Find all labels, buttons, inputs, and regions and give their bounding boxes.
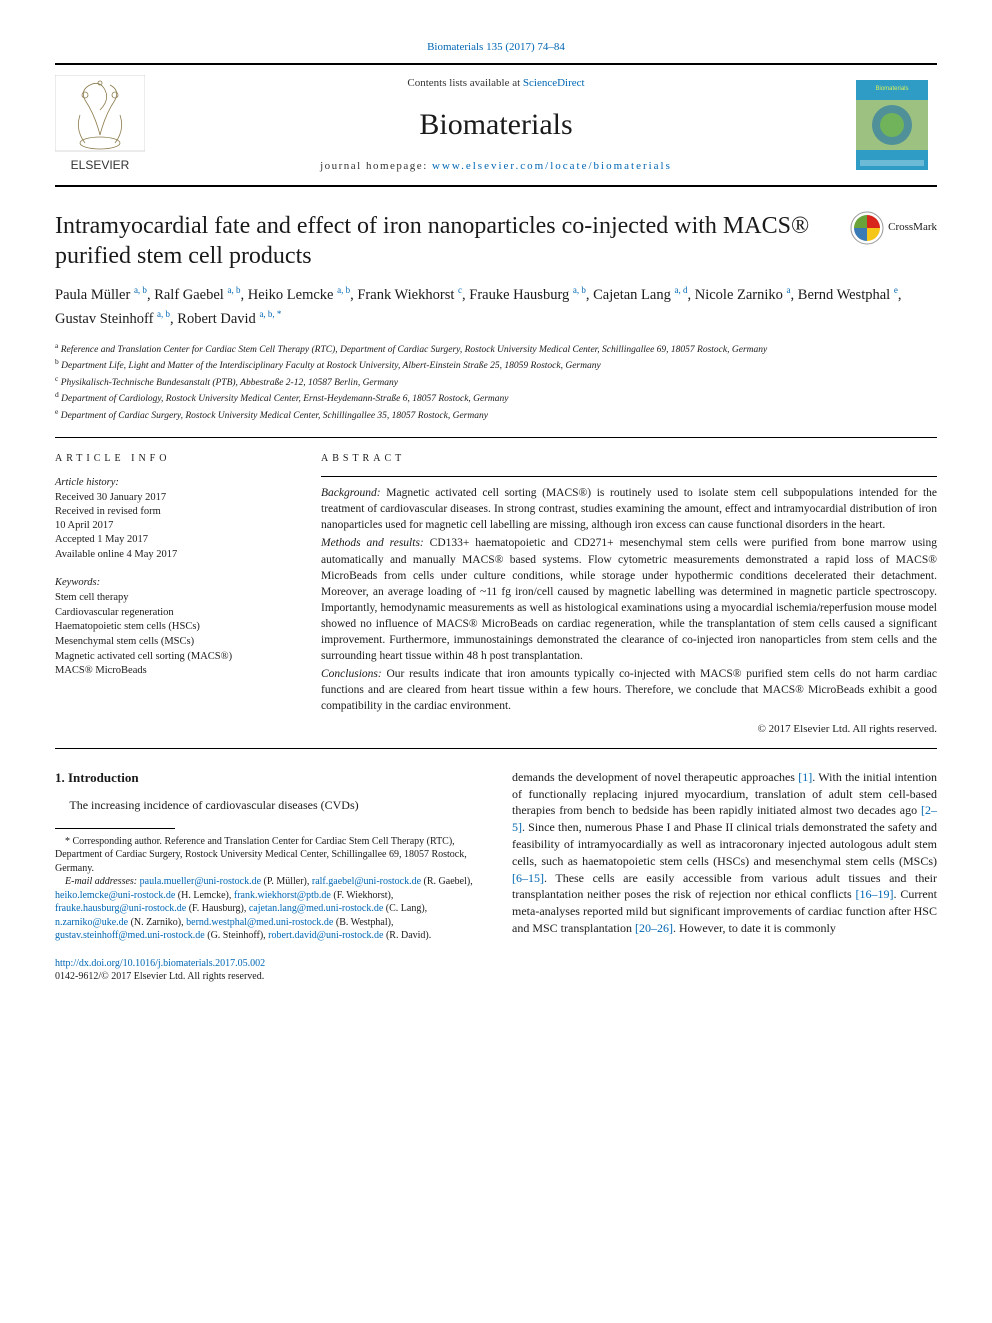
footnote-separator [55,828,175,829]
history-line: Received in revised form [55,505,285,519]
author: Heiko Lemcke a, b [248,287,350,303]
affiliation: e Department of Cardiac Surgery, Rostock… [55,407,937,423]
journal-homepage-line: journal homepage: www.elsevier.com/locat… [145,159,847,174]
email-link[interactable]: paula.mueller@uni-rostock.de [140,876,261,887]
article-info-heading: ARTICLE INFO [55,452,285,466]
corr-author-label: * Corresponding author. [65,836,162,847]
keywords-label: Keywords: [55,576,285,590]
conclusions-label: Conclusions: [321,668,382,680]
keyword: Magnetic activated cell sorting (MACS®) [55,650,285,665]
history-label: Article history: [55,476,285,490]
abstract-column: ABSTRACT Background: Magnetic activated … [321,452,937,738]
email-link[interactable]: bernd.westphal@med.uni-rostock.de [186,917,333,928]
keyword: Cardiovascular regeneration [55,606,285,621]
publisher-text: ELSEVIER [71,158,130,172]
keyword: Haematopoietic stem cells (HSCs) [55,620,285,635]
affiliation: c Physikalisch-Technische Bundesanstalt … [55,374,937,390]
journal-cover-thumb: Biomaterials [847,75,937,175]
email-link[interactable]: ralf.gaebel@uni-rostock.de [312,876,421,887]
history-line: Accepted 1 May 2017 [55,533,285,547]
history-line: Available online 4 May 2017 [55,548,285,562]
ref-link[interactable]: [6–15] [512,871,544,885]
sciencedirect-link[interactable]: ScienceDirect [523,77,585,89]
footnotes-block: * Corresponding author. Reference and Tr… [55,835,480,943]
issn-copyright: 0142-9612/© 2017 Elsevier Ltd. All right… [55,971,264,982]
citation-header: Biomaterials 135 (2017) 74–84 [55,40,937,55]
author: Nicole Zarniko a [695,287,791,303]
separator-rule [55,748,937,749]
separator-rule [55,437,937,438]
author: Frauke Hausburg a, b [469,287,586,303]
affiliations-list: a Reference and Translation Center for C… [55,341,937,423]
email-link[interactable]: n.zarniko@uke.de [55,917,128,928]
ref-link[interactable]: [16–19] [856,887,894,901]
methods-label: Methods and results: [321,537,424,549]
author: Bernd Westphal e [798,287,898,303]
abstract-copyright: © 2017 Elsevier Ltd. All rights reserved… [321,722,937,737]
ref-link[interactable]: [20–26] [635,921,673,935]
abstract-conclusions: Our results indicate that iron amounts t… [321,668,937,712]
crossmark-label: CrossMark [888,220,937,235]
crossmark-badge[interactable]: CrossMark [850,211,937,245]
abstract-background: Magnetic activated cell sorting (MACS®) … [321,487,937,531]
intro-paragraph: The increasing incidence of cardiovascul… [55,797,480,814]
affiliation: b Department Life, Light and Matter of t… [55,357,937,373]
author: Robert David a, b, * [177,311,281,327]
author: Cajetan Lang a, d [593,287,687,303]
history-line: 10 April 2017 [55,519,285,533]
author: Frank Wiekhorst c [357,287,462,303]
publisher-logo: ELSEVIER [55,75,145,175]
body-column-right: demands the development of novel therape… [512,769,937,984]
body-column-left: 1. Introduction The increasing incidence… [55,769,480,984]
keyword: MACS® MicroBeads [55,664,285,679]
abstract-heading: ABSTRACT [321,452,937,466]
authors-list: Paula Müller a, b, Ralf Gaebel a, b, Hei… [55,283,937,331]
abstract-methods: CD133+ haematopoietic and CD271+ mesench… [321,537,937,662]
journal-name: Biomaterials [145,105,847,146]
keyword: Stem cell therapy [55,591,285,606]
email-link[interactable]: frank.wiekhorst@ptb.de [234,890,331,901]
svg-text:Biomaterials: Biomaterials [875,86,908,92]
sciencedirect-line: Contents lists available at ScienceDirec… [145,76,847,91]
citation-link[interactable]: Biomaterials 135 (2017) 74–84 [427,41,565,53]
keyword: Mesenchymal stem cells (MSCs) [55,635,285,650]
journal-banner: ELSEVIER Contents lists available at Sci… [55,63,937,187]
affiliation: a Reference and Translation Center for C… [55,341,937,357]
email-link[interactable]: frauke.hausburg@uni-rostock.de [55,903,186,914]
author: Gustav Steinhoff a, b [55,311,170,327]
journal-homepage-link[interactable]: www.elsevier.com/locate/biomaterials [432,160,672,172]
background-label: Background: [321,487,381,499]
intro-paragraph: demands the development of novel therape… [512,769,937,937]
email-link[interactable]: heiko.lemcke@uni-rostock.de [55,890,175,901]
crossmark-icon [850,211,884,245]
author: Ralf Gaebel a, b [154,287,240,303]
doi-block: http://dx.doi.org/10.1016/j.biomaterials… [55,957,480,984]
history-line: Received 30 January 2017 [55,491,285,505]
abstract-rule [321,476,937,477]
article-title: Intramyocardial fate and effect of iron … [55,211,838,271]
ref-link[interactable]: [1] [798,770,812,784]
email-label: E-mail addresses: [65,876,137,887]
doi-link[interactable]: http://dx.doi.org/10.1016/j.biomaterials… [55,958,265,969]
author: Paula Müller a, b [55,287,147,303]
section-heading: 1. Introduction [55,769,480,787]
article-info-column: ARTICLE INFO Article history: Received 3… [55,452,285,738]
email-link[interactable]: gustav.steinhoff@med.uni-rostock.de [55,930,205,941]
affiliation: d Department of Cardiology, Rostock Univ… [55,390,937,406]
email-link[interactable]: robert.david@uni-rostock.de [268,930,383,941]
email-link[interactable]: cajetan.lang@med.uni-rostock.de [249,903,383,914]
